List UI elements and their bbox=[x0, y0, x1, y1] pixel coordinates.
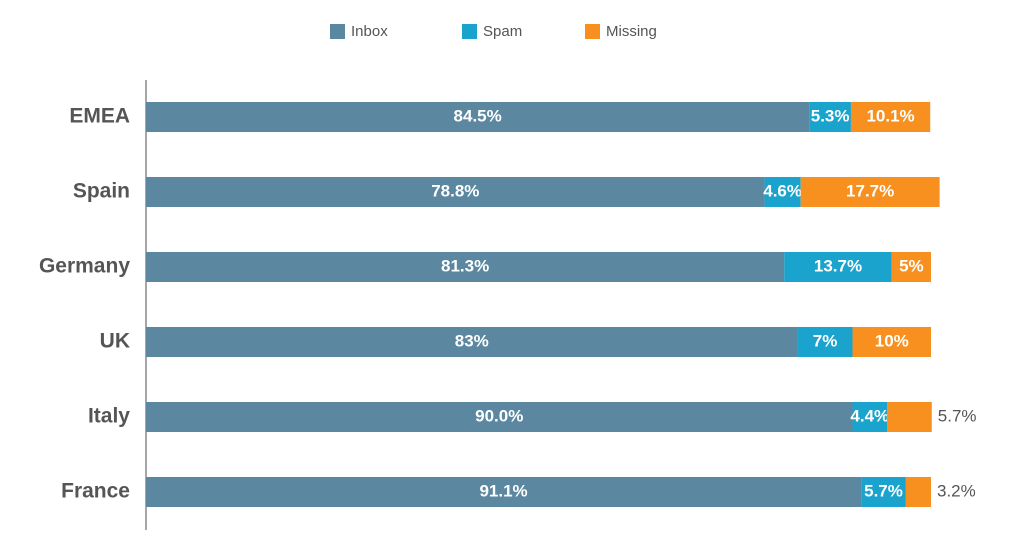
bar-segment bbox=[764, 177, 801, 207]
value-label: 91.1% bbox=[479, 481, 527, 500]
value-label: 4.6% bbox=[763, 181, 802, 200]
category-label: EMEA bbox=[69, 105, 130, 128]
legend-swatch bbox=[585, 24, 600, 39]
category-label: France bbox=[61, 480, 130, 503]
category-label: Spain bbox=[73, 180, 130, 203]
value-label: 84.5% bbox=[454, 106, 502, 125]
bar-segment bbox=[905, 477, 931, 507]
legend-label: Missing bbox=[606, 23, 657, 40]
value-label: 83% bbox=[455, 331, 489, 350]
value-label: 7% bbox=[813, 331, 838, 350]
value-label: 13.7% bbox=[814, 256, 862, 275]
value-label: 5.7% bbox=[938, 406, 977, 425]
category-label: UK bbox=[100, 330, 130, 353]
bar-segment bbox=[852, 402, 888, 432]
bar-segment bbox=[146, 327, 798, 357]
value-label: 90.0% bbox=[475, 406, 523, 425]
bar-segment bbox=[146, 102, 810, 132]
bar-segment bbox=[891, 252, 931, 282]
category-label: Germany bbox=[39, 255, 130, 278]
bar-segment bbox=[784, 252, 892, 282]
bar-segment bbox=[809, 102, 851, 132]
value-label: 5% bbox=[899, 256, 924, 275]
legend-swatch bbox=[330, 24, 345, 39]
value-label: 10% bbox=[875, 331, 909, 350]
bar-segment bbox=[852, 327, 931, 357]
value-label: 5.7% bbox=[864, 481, 903, 500]
bar-segment bbox=[800, 177, 940, 207]
legend-label: Spam bbox=[483, 23, 522, 40]
value-label: 5.3% bbox=[811, 106, 850, 125]
bar-segment bbox=[797, 327, 853, 357]
bar-segment bbox=[146, 177, 765, 207]
value-label: 10.1% bbox=[866, 106, 914, 125]
bar-segment bbox=[861, 477, 906, 507]
value-label: 17.7% bbox=[846, 181, 894, 200]
bar-segment bbox=[146, 252, 785, 282]
bar-segment bbox=[146, 402, 853, 432]
value-label: 4.4% bbox=[850, 406, 889, 425]
legend-swatch bbox=[462, 24, 477, 39]
bar-segment bbox=[887, 402, 932, 432]
value-label: 81.3% bbox=[441, 256, 489, 275]
bar-segment bbox=[850, 102, 931, 132]
legend-label: Inbox bbox=[351, 23, 388, 40]
category-label: Italy bbox=[88, 405, 130, 428]
bar-segment bbox=[146, 477, 862, 507]
value-label: 3.2% bbox=[937, 481, 976, 500]
value-label: 78.8% bbox=[431, 181, 479, 200]
